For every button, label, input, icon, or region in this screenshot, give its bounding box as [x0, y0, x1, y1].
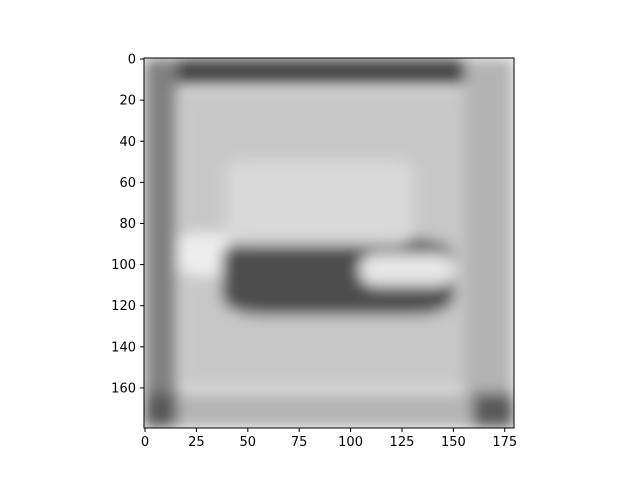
- plot-frame: [143, 57, 515, 429]
- y-tick-label: 60: [119, 176, 136, 191]
- y-tick-label: 0: [128, 53, 136, 68]
- image-region-bottom-band: [144, 393, 514, 428]
- x-tick-label: 50: [240, 435, 257, 450]
- x-tick-label: 25: [188, 435, 205, 450]
- y-axis: 0 20 40 60 80 100 120 140 160: [111, 53, 144, 396]
- y-tick-label: 20: [119, 94, 136, 109]
- image-region-top-band: [144, 58, 514, 85]
- y-tick-label: 80: [119, 217, 136, 232]
- y-tick-label: 140: [111, 340, 136, 355]
- x-tick-label: 75: [291, 435, 308, 450]
- y-tick-label: 120: [111, 299, 136, 314]
- image-region-right-border: [464, 58, 514, 428]
- image-region-light-slope: [226, 160, 414, 246]
- y-tick-label: 40: [119, 135, 136, 150]
- image-region-dark-corner-bottom-left: [144, 393, 177, 428]
- x-tick-label: 100: [338, 435, 363, 450]
- y-tick-label: 160: [111, 381, 136, 396]
- x-tick-label: 150: [441, 435, 466, 450]
- heatmap-image: [144, 58, 514, 428]
- image-region-left-border: [144, 58, 177, 428]
- x-tick-label: 175: [492, 435, 517, 450]
- plot-area: [143, 57, 515, 429]
- x-tick-label: 0: [141, 435, 149, 450]
- x-tick-label: 125: [390, 435, 415, 450]
- x-axis: 0 25 50 75 100 125 150 175: [141, 428, 517, 450]
- y-tick-label: 100: [111, 258, 136, 273]
- image-region-dark-corner-bottom-right: [472, 393, 514, 428]
- image-region-bright-right-patch: [359, 253, 455, 287]
